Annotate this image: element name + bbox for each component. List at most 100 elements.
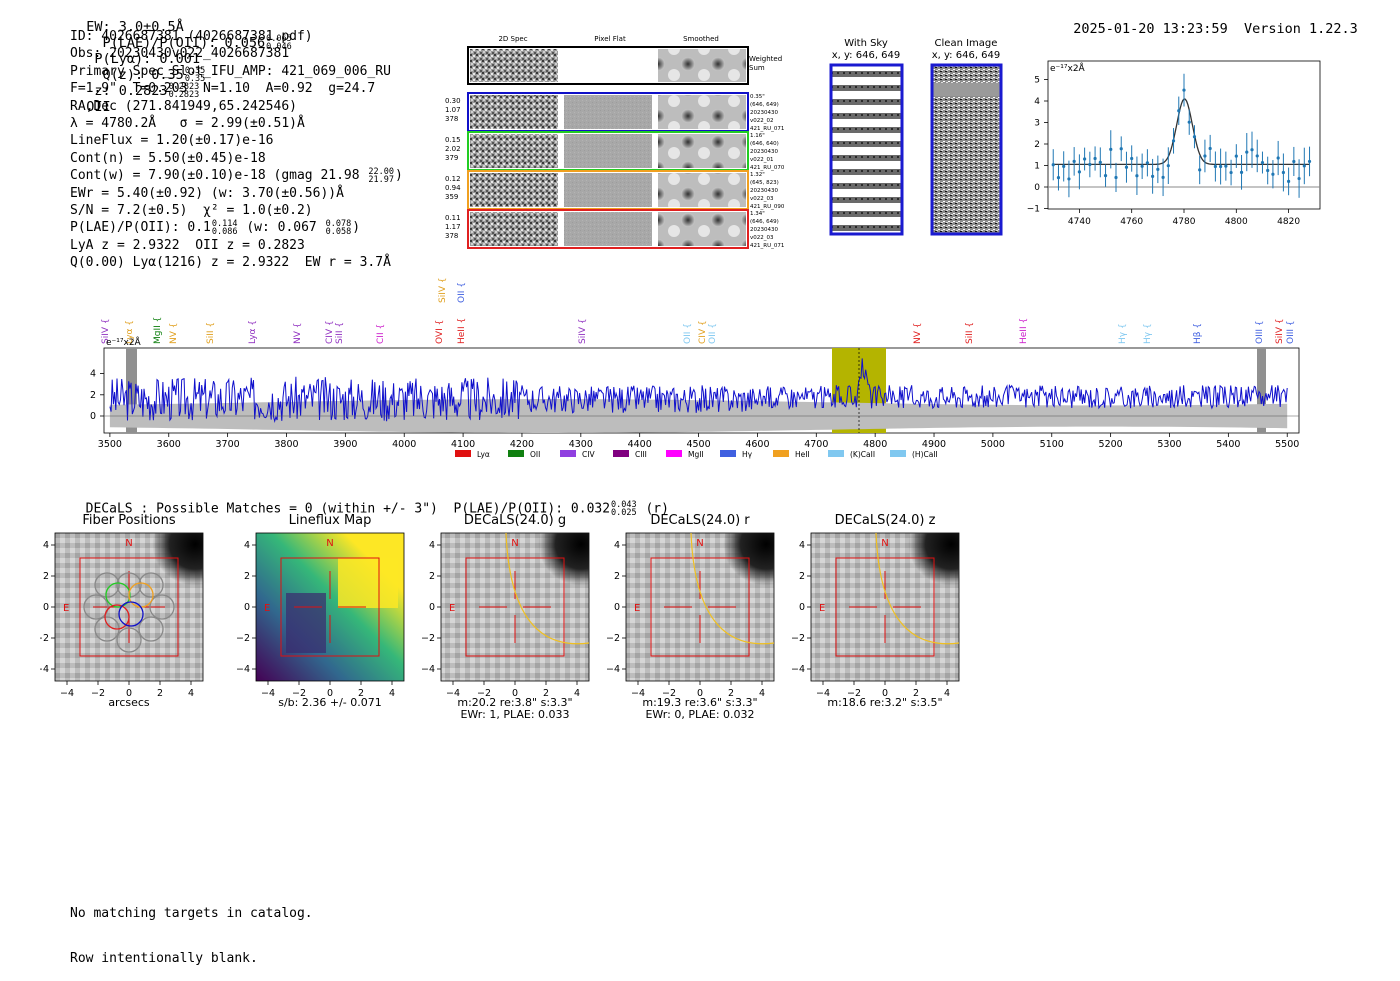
header-plya: P(Lyα): 0.001: [94, 51, 201, 67]
zoom-point: [1260, 160, 1265, 165]
info-contw: Cont(w) = 7.90(±0.10)e-18 (gmag 21.98 22…: [70, 166, 403, 185]
zoom-point: [1271, 172, 1275, 176]
zoom-xtick: 4740: [1068, 217, 1091, 227]
zoom-point: [1114, 175, 1118, 180]
cutout-right-label: 20230430: [750, 227, 778, 233]
spectrum-ytick: 2: [90, 390, 96, 401]
zoom-ytick: 2: [1034, 140, 1040, 150]
zoom-point: [1067, 177, 1071, 181]
spectrum-xtick: 5400: [1216, 439, 1240, 450]
spectrum-xtick: 4600: [745, 439, 769, 450]
footer-line2: Row intentionally blank.: [70, 951, 258, 966]
panel-xtick: −2: [662, 688, 676, 699]
panel-xtick: 0: [512, 688, 518, 699]
panel-ytick: −2: [236, 633, 250, 644]
line-label: OIII {: [1286, 320, 1296, 344]
panel-xtick: 2: [358, 688, 364, 699]
footer-line1: No matching targets in catalog.: [70, 906, 313, 921]
legend-swatch: [455, 450, 471, 457]
zoom-point: [1072, 159, 1076, 163]
gaussian-fit: [1053, 98, 1310, 166]
panel-xtick: −2: [847, 688, 861, 699]
svg-text:Sum: Sum: [749, 64, 765, 72]
cutout-left-label: 378: [445, 232, 458, 240]
spectrum-xtick: 5500: [1275, 439, 1299, 450]
panel-ytick: 0: [614, 602, 620, 613]
fiber-circle: [104, 604, 130, 630]
fiber-circle: [138, 572, 164, 598]
zoom-point: [1103, 173, 1108, 178]
zoom-unit-label: e⁻¹⁷x2Å: [1050, 62, 1086, 74]
zoom-point: [1177, 109, 1181, 113]
north-label: N: [511, 538, 518, 549]
cutout-left-label: 378: [445, 115, 458, 123]
line-label: HeII {: [1019, 318, 1029, 344]
cutout-right-label: (646, 649): [750, 102, 779, 108]
detection-info: ID: 4026687381 (4026687381.pdf) Obs: 202…: [70, 28, 403, 271]
line-label: OII {: [708, 323, 718, 344]
spectrum-xtick: 4800: [863, 439, 887, 450]
cutout-left-label: 0.11: [445, 214, 461, 222]
panel-ytick: −4: [606, 664, 620, 675]
panel-xtick: −2: [91, 688, 105, 699]
fiber-circle: [118, 601, 144, 627]
with-sky-image: [829, 63, 904, 236]
fiber-circle: [116, 627, 142, 653]
panel-xtick: 2: [543, 688, 549, 699]
line-label: SiIV {: [101, 318, 111, 344]
zoom-point: [1292, 159, 1296, 164]
cutout-right-label: (646, 649): [750, 219, 779, 225]
line-label: OIII {: [1255, 320, 1265, 344]
panel-title: DECaLS(24.0) g: [463, 513, 567, 528]
panel-ytick: −2: [421, 633, 435, 644]
east-label: E: [634, 603, 640, 614]
fiber-circle: [83, 594, 109, 620]
east-label: E: [264, 603, 270, 614]
panel-ytick: 0: [43, 602, 49, 613]
legend-swatch: [828, 450, 844, 457]
panel-xtick: 0: [697, 688, 703, 699]
legend-swatch: [666, 450, 682, 457]
cutout-right-label: 421_RU_070: [750, 165, 785, 171]
panel-ytick: 2: [429, 571, 435, 582]
panel-xtick: 2: [728, 688, 734, 699]
panel-xtick: 2: [157, 688, 163, 699]
panel-xtick: 4: [574, 688, 580, 699]
panel-ytick: 2: [244, 571, 250, 582]
zoom-point: [1234, 154, 1238, 158]
zoom-point: [1219, 164, 1223, 169]
zoom-ytick: 5: [1034, 76, 1040, 86]
spectrum-xtick: 3500: [98, 439, 122, 450]
line-label: SiII {: [206, 322, 216, 344]
spectrum-xtick: 4500: [686, 439, 710, 450]
spectrum-xtick: 4900: [922, 439, 946, 450]
clean-image-title: Clean Image x, y: 646, 649: [931, 38, 1001, 61]
north-label: N: [125, 538, 132, 549]
cutout-left-label: 0.94: [445, 184, 461, 192]
spectrum-xtick: 4000: [392, 439, 416, 450]
cutout-left-label: 359: [445, 193, 458, 201]
cutout-right-label: (645, 823): [750, 180, 779, 186]
galaxy-aperture: [875, 532, 960, 645]
cutout-right-label: 421_RU_071: [750, 126, 784, 132]
panel-xtick: −4: [261, 688, 275, 699]
panel-title: Lineflux Map: [288, 513, 372, 528]
zoom-xtick: 4820: [1277, 217, 1300, 227]
line-label: Hγ {: [1143, 323, 1153, 344]
line-fit-plot: e⁻¹⁷x2Å 5 4 3 2 1 0 −1 4740 4760 4780 4800 4820: [1027, 60, 1321, 227]
spectrum-xtick: 4700: [804, 439, 828, 450]
cutout-right-label: 421_RU_071: [750, 243, 784, 249]
panel-xtick: −2: [477, 688, 491, 699]
with-sky-title: With Sky x, y: 646, 649: [831, 38, 901, 61]
zoom-ytick: −1: [1027, 205, 1040, 215]
panel-title: DECaLS(24.0) r: [650, 513, 750, 528]
weighted-sum-label: Weighted: [749, 55, 782, 63]
zoom-point: [1276, 156, 1280, 160]
legend-swatch: [720, 450, 736, 457]
zoom-point: [1088, 162, 1092, 167]
legend-label: (H)CaII: [912, 450, 938, 459]
legend-swatch: [613, 450, 629, 457]
legend-label: MgII: [688, 450, 704, 459]
header-z-line: OII: [86, 99, 111, 115]
panel-ytick: 0: [799, 602, 805, 613]
